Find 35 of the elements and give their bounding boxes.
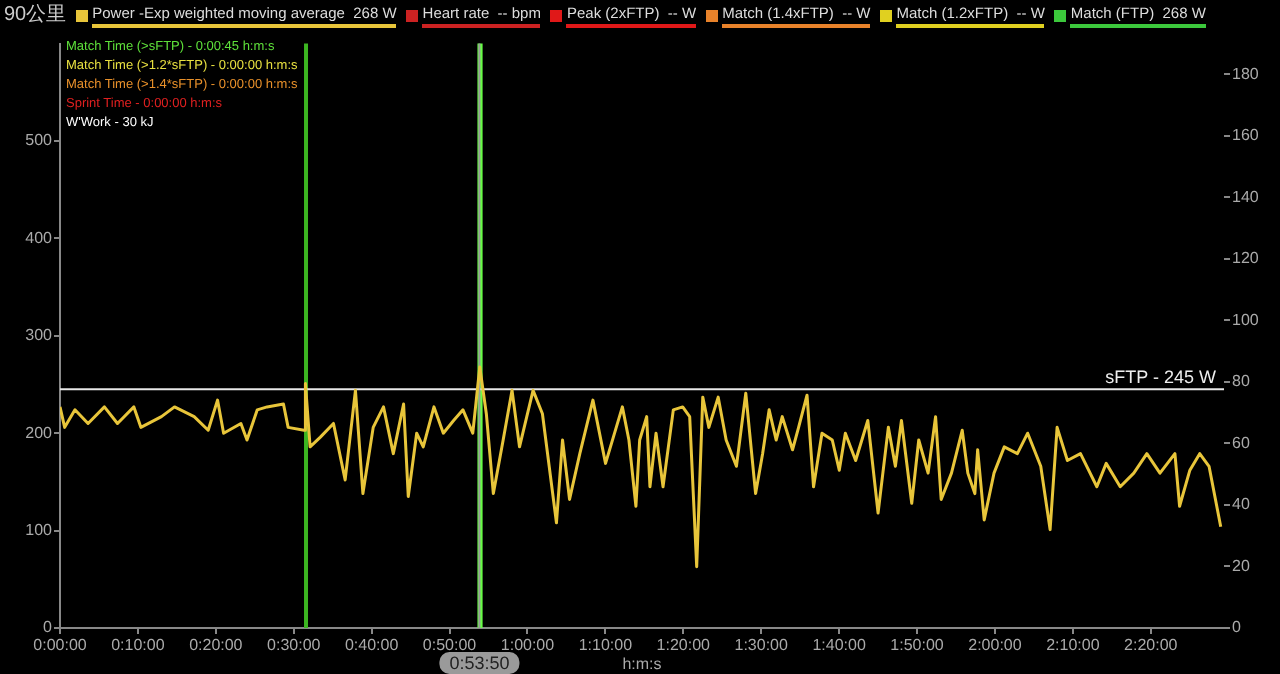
x-tick-label: 2:20:00 [1124, 636, 1179, 655]
annotation: 0:53:50 [449, 652, 510, 673]
y2-tick-label: 60 [1232, 433, 1251, 452]
y2-tick-label: 0 [1232, 618, 1242, 637]
x-tick-label: 0:30:00 [267, 636, 322, 655]
x-tick-label: 0:20:00 [189, 636, 244, 655]
chart-title: 90公里 [4, 4, 67, 26]
y2-tick-label: 160 [1232, 126, 1260, 145]
y-tick-label: 400 [25, 228, 54, 247]
y2-tick-label: 80 [1232, 372, 1251, 391]
x-tick-label: 0:50:00 [422, 636, 478, 655]
x-tick-label: 2:00:00 [968, 636, 1023, 655]
y-tick-label: 100 [25, 521, 54, 540]
y-tick-label: 500 [25, 131, 54, 150]
y-tick-label: 0 [43, 618, 54, 637]
y2-tick-label: 120 [1232, 249, 1260, 268]
x-tick-label: 2:10:00 [1046, 636, 1101, 655]
y2-tick-label: 100 [1232, 310, 1260, 329]
x-tick-label: 1:50:00 [890, 636, 945, 655]
x-tick-label: 0:40:00 [344, 636, 400, 655]
y2-tick-label: 140 [1232, 187, 1260, 206]
x-tick-label: 1:10:00 [578, 636, 634, 655]
y2-tick-label: 180 [1232, 64, 1260, 83]
x-tick-label: 1:20:00 [656, 636, 712, 655]
ref-line-label: sFTP - 245 W [1105, 367, 1217, 388]
x-axis-title: h:m:s [622, 654, 662, 673]
y2-tick-label: 40 [1232, 495, 1251, 514]
x-tick-label: 1:30:00 [734, 636, 789, 655]
y-tick-label: 300 [25, 326, 54, 345]
y-tick-label: 200 [25, 423, 54, 442]
x-tick-label: 0:00:00 [33, 636, 88, 655]
y2-tick-label: 20 [1232, 556, 1251, 575]
x-tick-label: 1:00:00 [500, 636, 556, 655]
x-tick-label: 1:40:00 [812, 636, 867, 655]
x-tick-label: 0:10:00 [111, 636, 166, 655]
